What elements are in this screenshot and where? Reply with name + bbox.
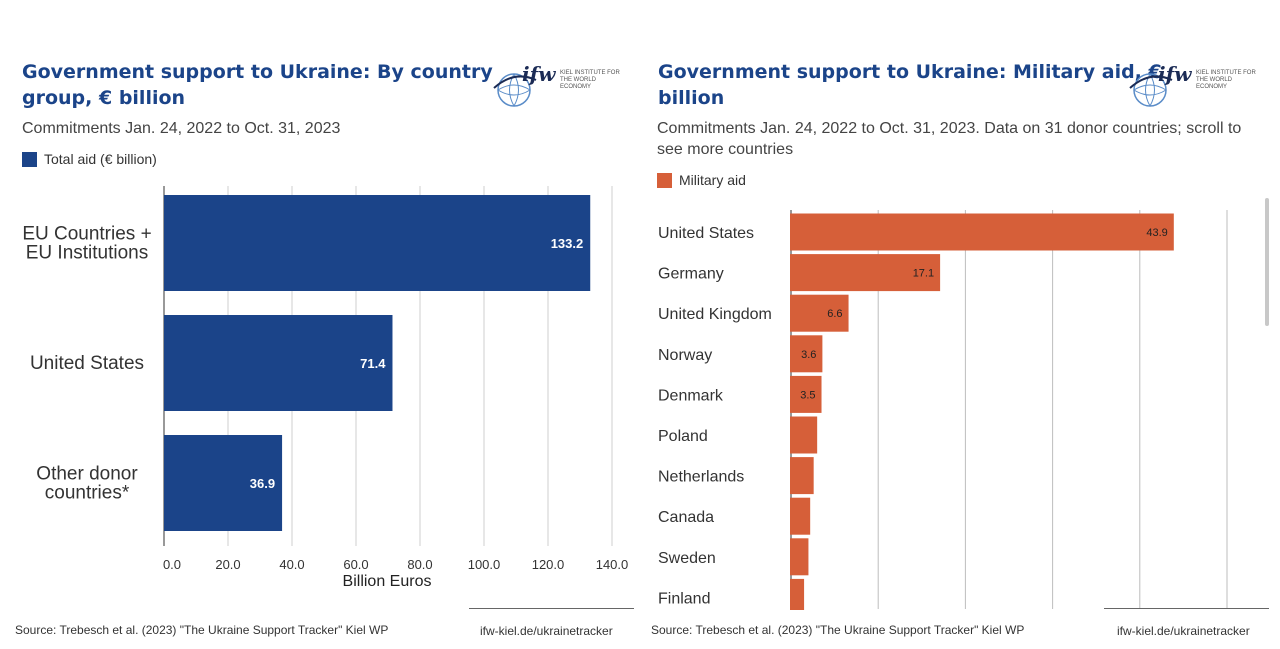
left-legend-swatch	[22, 151, 37, 167]
x-tick-label: 120.0	[532, 557, 565, 572]
x-tick-label: 60.0	[343, 557, 368, 572]
ifw-logo-right: ifw KIEL INSTITUTE FOR THE WORLD ECONOMY	[1128, 58, 1258, 108]
left-legend-label: Total aid (€ billion)	[44, 151, 157, 167]
data-bar	[164, 195, 591, 291]
data-bar	[790, 335, 823, 373]
category-label-line: countries*	[45, 483, 130, 504]
logo-mark: ifw	[1158, 62, 1192, 86]
left-title-line2: group, € billion	[22, 87, 186, 109]
category-label: Denmark	[658, 387, 724, 404]
category-label-line: Other donor	[36, 464, 138, 485]
right-bar-chart[interactable]: 43.9 United States 17.1 Germany 6.6 United Ki…	[640, 0, 1280, 610]
category-label: Norway	[658, 347, 712, 364]
ifw-logo: ifw KIEL INSTITUTE FOR THE WORLD ECONOMY	[492, 58, 622, 108]
data-bar	[790, 497, 811, 535]
left-legend: Total aid (€ billion)	[22, 151, 157, 167]
data-bar	[790, 375, 822, 413]
x-tick-label: 20.0	[215, 557, 240, 572]
globe-icon	[493, 73, 537, 107]
right-legend: Military aid	[657, 172, 746, 188]
category-label: Sweden	[658, 550, 716, 567]
x-tick-label: 40.0	[279, 557, 304, 572]
data-label: 36.9	[250, 476, 275, 491]
data-bar	[790, 254, 941, 292]
data-label: 133.2	[551, 236, 584, 251]
left-chart-title: Government support to Ukraine: By countr…	[22, 59, 493, 111]
right-legend-swatch	[657, 172, 672, 188]
x-tick-label: 100.0	[468, 557, 501, 572]
data-label: 3.6	[801, 349, 816, 361]
x-tick-label: 80.0	[407, 557, 432, 572]
data-bar	[164, 315, 393, 411]
logo-caption-line1: KIEL INSTITUTE FOR	[560, 70, 620, 76]
right-title-line2: billion	[658, 87, 725, 109]
logo-caption-line2: THE WORLD ECONOMY	[1196, 77, 1232, 90]
data-label: 3.5	[800, 389, 815, 401]
right-title-line1: Government support to Ukraine: Military …	[658, 61, 1162, 83]
data-bar	[164, 435, 283, 531]
left-chart-panel: Government support to Ukraine: By countr…	[15, 58, 634, 638]
right-chart-title: Government support to Ukraine: Military …	[658, 59, 1162, 111]
logo-caption: KIEL INSTITUTE FOR THE WORLD ECONOMY	[1196, 70, 1258, 91]
data-label: 43.9	[1146, 227, 1167, 239]
right-source-note: Source: Trebesch et al. (2023) "The Ukra…	[651, 623, 1025, 637]
left-title-line1: Government support to Ukraine: By countr…	[22, 61, 493, 83]
category-label: Poland	[658, 428, 708, 445]
left-bar-chart: 0.0 20.0 40.0 60.0 80.0 100.0 120.0 140.0 Billio…	[22, 186, 629, 590]
data-bar	[790, 294, 849, 332]
x-tick-label: 0.0	[163, 557, 181, 572]
category-label: Netherlands	[658, 469, 744, 486]
category-label: United Kingdom	[658, 306, 772, 323]
category-label-line: United States	[30, 353, 144, 374]
logo-caption-line1: KIEL INSTITUTE FOR	[1196, 70, 1256, 76]
data-label: 71.4	[360, 356, 386, 371]
left-chart-subtitle: Commitments Jan. 24, 2022 to Oct. 31, 20…	[22, 120, 341, 137]
right-subtitle-line1: Commitments Jan. 24, 2022 to Oct. 31, 20…	[657, 120, 1242, 137]
data-bar	[790, 213, 1174, 251]
right-subtitle-line2: see more countries	[657, 141, 794, 158]
globe-icon	[1129, 73, 1173, 107]
category-label-line: EU Countries +	[22, 224, 151, 245]
category-label-line: EU Institutions	[26, 243, 149, 264]
category-label: EU Countries + EU Institutions	[22, 224, 151, 264]
chart-scrollbar[interactable]	[1265, 198, 1269, 326]
category-label: Other donor countries*	[36, 464, 138, 504]
x-tick-label: 140.0	[596, 557, 629, 572]
right-chart-subtitle: Commitments Jan. 24, 2022 to Oct. 31, 20…	[657, 118, 1241, 160]
left-footer-rule	[469, 608, 634, 609]
x-axis-title: Billion Euros	[343, 573, 432, 590]
left-source-note: Source: Trebesch et al. (2023) "The Ukra…	[15, 623, 389, 637]
data-bar	[790, 538, 809, 576]
category-label: United States	[658, 225, 754, 242]
data-label: 6.6	[827, 308, 842, 320]
right-footer-rule	[1104, 608, 1269, 609]
right-chart-panel: Government support to Ukraine: Military …	[640, 0, 1280, 649]
left-tracker-link[interactable]: ifw-kiel.de/ukrainetracker	[480, 624, 613, 638]
logo-caption: KIEL INSTITUTE FOR THE WORLD ECONOMY	[560, 70, 622, 91]
data-label: 17.1	[913, 268, 934, 280]
category-label: Canada	[658, 509, 714, 526]
right-legend-label: Military aid	[679, 172, 746, 188]
category-label: United States	[30, 353, 144, 374]
data-bar	[790, 578, 805, 610]
logo-caption-line2: THE WORLD ECONOMY	[560, 77, 596, 90]
data-bar	[790, 457, 814, 495]
logo-mark: ifw	[522, 62, 556, 86]
data-bar	[790, 416, 818, 454]
category-label: Finland	[658, 590, 710, 607]
right-tracker-link[interactable]: ifw-kiel.de/ukrainetracker	[1117, 624, 1250, 638]
category-label: Germany	[658, 266, 724, 283]
